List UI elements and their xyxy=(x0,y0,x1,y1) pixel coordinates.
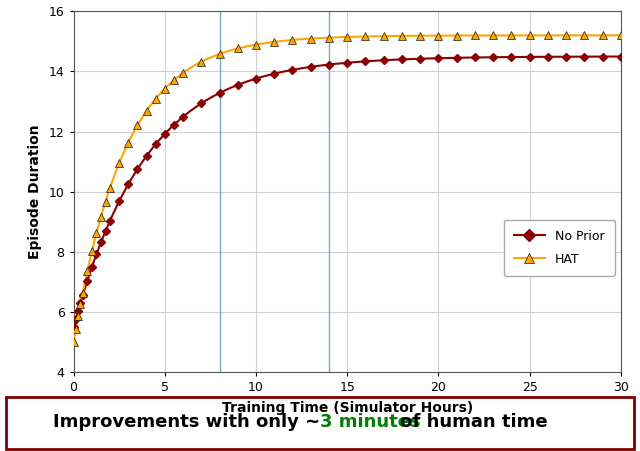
Text: 3 minutes: 3 minutes xyxy=(320,413,420,431)
Text: of human time: of human time xyxy=(394,413,547,431)
Text: Improvements with only ~: Improvements with only ~ xyxy=(53,413,320,431)
Legend: No Prior, HAT: No Prior, HAT xyxy=(504,220,614,276)
Y-axis label: Episode Duration: Episode Duration xyxy=(28,124,42,259)
X-axis label: Training Time (Simulator Hours): Training Time (Simulator Hours) xyxy=(221,401,473,415)
